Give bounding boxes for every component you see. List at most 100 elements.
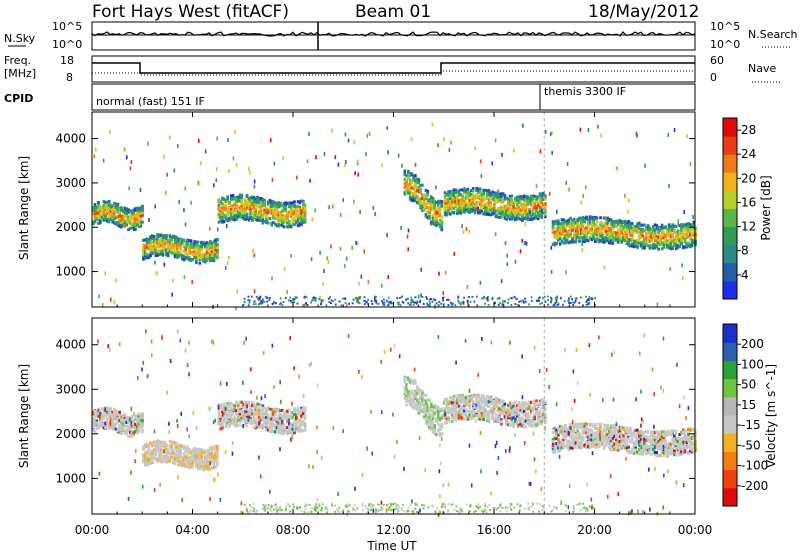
echo-cell	[256, 218, 259, 222]
echo-cell	[186, 244, 189, 248]
noise-cell	[514, 259, 517, 264]
echo-cell	[558, 226, 562, 230]
echo-cell	[265, 207, 268, 211]
noise-cell	[191, 279, 194, 284]
echo-cell	[536, 217, 540, 221]
echo-cell	[557, 221, 560, 225]
echo-cell	[186, 456, 189, 460]
echo-cell	[202, 258, 205, 262]
echo-cell	[259, 210, 263, 214]
near-range-cell	[382, 303, 385, 306]
echo-cell	[175, 450, 179, 454]
echo-cell	[477, 191, 480, 195]
near-range-cell	[515, 298, 518, 301]
echo-cell	[168, 452, 172, 456]
echo-cell	[240, 215, 244, 219]
echo-cell	[463, 201, 466, 205]
near-range-cell	[415, 302, 418, 305]
echo-cell	[123, 424, 127, 428]
echo-cell	[673, 224, 676, 228]
echo-cell	[286, 201, 289, 205]
echo-cell	[503, 193, 507, 197]
echo-cell	[187, 461, 191, 465]
echo-cell	[645, 236, 648, 240]
echo-cell	[120, 424, 123, 428]
echo-cell	[158, 439, 161, 443]
echo-cell	[485, 206, 489, 210]
echo-cell	[249, 216, 252, 220]
nsearch-tick-bottom: 10^0	[710, 38, 740, 51]
echo-cell	[609, 227, 613, 231]
echo-cell	[123, 420, 127, 424]
echo-cell	[533, 203, 537, 207]
echo-cell	[139, 413, 143, 417]
echo-cell	[491, 193, 494, 197]
echo-cell	[249, 212, 252, 216]
echo-cell	[445, 204, 449, 208]
echo-cell	[268, 205, 272, 209]
near-range-cell	[571, 298, 573, 301]
echo-cell	[505, 209, 508, 213]
echo-cell	[216, 458, 219, 462]
echo-cell	[100, 422, 104, 426]
echo-cell	[555, 230, 558, 234]
echo-cell	[500, 212, 503, 216]
echo-cell	[280, 223, 284, 227]
echo-cell	[254, 208, 258, 212]
noise-cell	[339, 246, 342, 251]
echo-cell	[135, 214, 139, 218]
near-range-cell	[575, 297, 578, 300]
echo-cell	[435, 208, 438, 212]
echo-cell	[107, 423, 111, 427]
echo-cell	[217, 413, 221, 417]
echo-cell	[145, 245, 149, 249]
echo-cell	[158, 454, 161, 458]
noise-cell	[147, 141, 149, 146]
echo-cell	[694, 233, 697, 237]
echo-cell	[216, 246, 219, 250]
echo-cell	[671, 234, 674, 238]
echo-cell	[641, 223, 645, 227]
near-range-cell	[265, 296, 268, 299]
echo-cell	[408, 178, 412, 182]
beam-label: Beam 01	[355, 2, 431, 22]
echo-cell	[616, 232, 620, 236]
echo-cell	[92, 410, 95, 414]
echo-cell	[572, 233, 576, 237]
noise-cell	[502, 303, 505, 308]
echo-cell	[466, 187, 470, 191]
echo-cell	[303, 218, 307, 222]
echo-cell	[660, 236, 664, 240]
echo-cell	[417, 200, 421, 204]
echo-cell	[528, 212, 531, 216]
echo-cell	[421, 201, 424, 205]
echo-cell	[487, 208, 491, 212]
echo-cell	[147, 255, 151, 259]
echo-cell	[615, 233, 618, 237]
near-range-cell	[432, 298, 435, 301]
echo-cell	[526, 199, 530, 203]
echo-cell	[256, 196, 259, 200]
echo-cell	[191, 253, 195, 257]
echo-cell	[236, 199, 240, 203]
echo-cell	[428, 217, 431, 221]
echo-cell	[487, 199, 491, 203]
echo-cell	[466, 204, 470, 208]
echo-cell	[676, 229, 680, 233]
noise-cell	[314, 208, 316, 213]
echo-cell	[555, 227, 558, 231]
echo-cell	[114, 418, 118, 422]
echo-cell	[182, 446, 186, 450]
echo-cell	[664, 234, 667, 238]
echo-cell	[650, 232, 653, 236]
echo-cell	[646, 231, 650, 235]
echo-cell	[636, 222, 639, 226]
echo-cell	[303, 214, 307, 218]
echo-cell	[608, 229, 611, 233]
echo-cell	[106, 406, 109, 410]
echo-cell	[681, 234, 685, 238]
echo-cell	[92, 212, 95, 216]
near-range-cell	[528, 303, 531, 306]
echo-cell	[259, 214, 263, 218]
echo-cell	[291, 218, 295, 222]
